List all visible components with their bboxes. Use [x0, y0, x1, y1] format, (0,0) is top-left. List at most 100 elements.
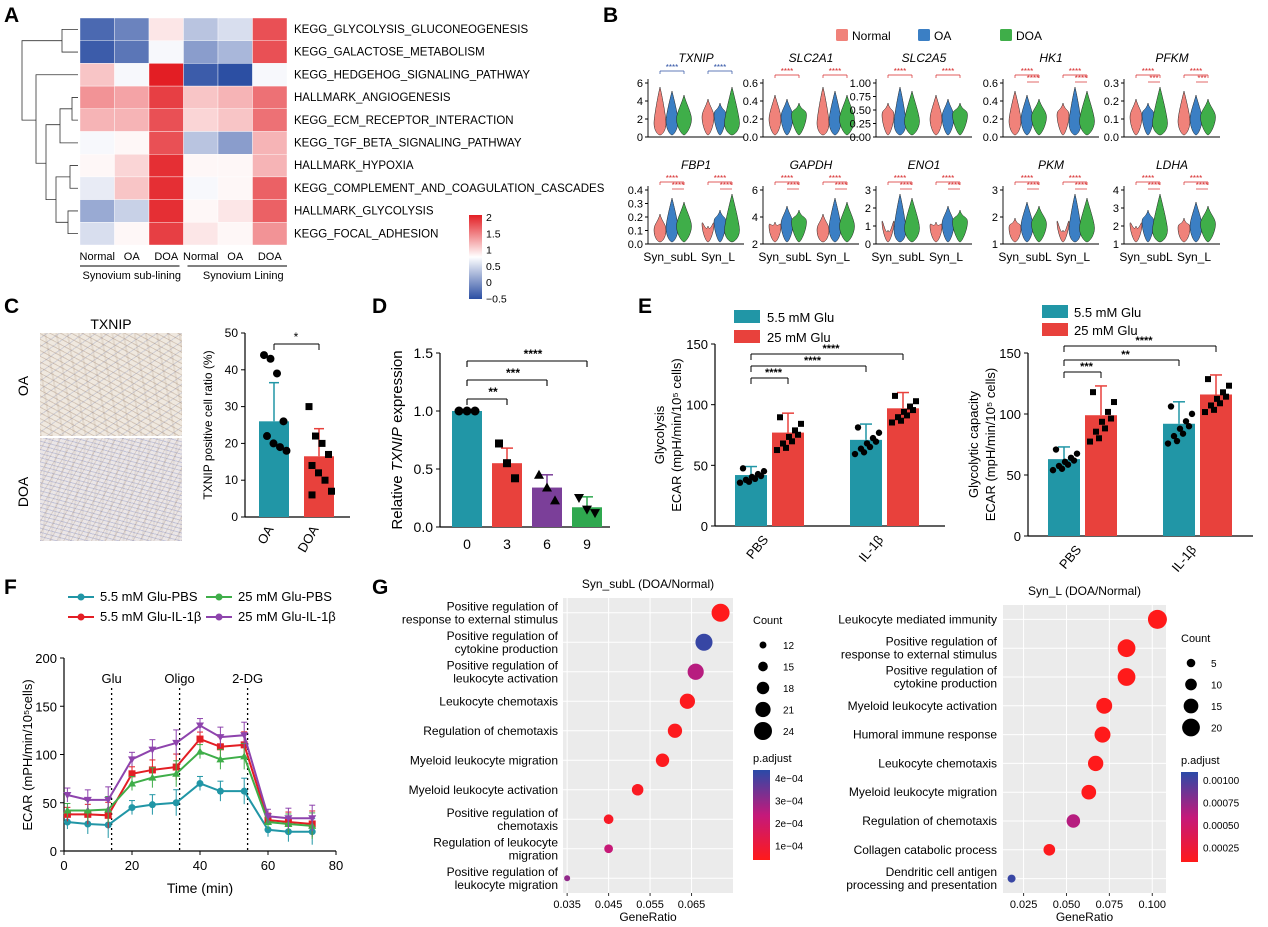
x-tick-label: DOA — [295, 523, 322, 555]
data-point — [1058, 465, 1066, 472]
legend-label: 25 mM Glu-IL-1β — [238, 609, 336, 624]
x-axis-label: GeneRatio — [1056, 910, 1114, 924]
heatmap-cell — [217, 17, 253, 41]
heatmap-row-label: KEGG_GALACTOSE_METABOLISM — [294, 47, 485, 59]
data-point — [1173, 437, 1181, 445]
sig-stars: **** — [672, 181, 684, 190]
dot — [1043, 843, 1056, 856]
heatmap-cell — [148, 222, 184, 246]
legend-swatch — [918, 29, 930, 41]
heatmap-cell — [217, 199, 253, 223]
term-label: Positive regulation of — [447, 599, 559, 613]
data-point — [1111, 399, 1117, 406]
violin-tick-label: 1 — [865, 221, 871, 233]
violin-tick-label: 0.0 — [743, 132, 758, 144]
panel-letter: E — [638, 295, 652, 318]
count-legend-dot — [759, 641, 767, 649]
heatmap-cell — [79, 176, 115, 200]
count-legend-label: 5 — [1211, 659, 1217, 670]
sig-stars: *** — [1197, 74, 1206, 83]
data-point — [172, 799, 180, 807]
dot — [604, 844, 613, 854]
violin-tick-label: 0.4 — [743, 96, 758, 108]
data-point — [1170, 432, 1178, 440]
violin — [791, 209, 807, 243]
x-tick-label: 0.045 — [595, 899, 623, 911]
data-point — [1064, 461, 1072, 468]
data-point — [898, 417, 904, 424]
data-point — [889, 419, 895, 426]
violin — [1068, 86, 1082, 136]
heatmap-cell — [183, 40, 219, 64]
dot — [603, 814, 614, 825]
sig-stars: **** — [781, 174, 793, 183]
violin-x-label: Syn_subL — [1119, 250, 1173, 264]
data-point — [83, 796, 92, 804]
sig-stars: **** — [829, 174, 841, 183]
x-tick-label: 3 — [503, 536, 511, 552]
heatmap-cell — [183, 153, 219, 178]
heatmap-cell — [252, 176, 288, 200]
violin — [893, 193, 907, 243]
gene-title: HK1 — [1039, 51, 1062, 65]
violin-tick-label: 0 — [865, 239, 871, 251]
violin — [904, 197, 920, 243]
sig-stars: **** — [524, 347, 543, 361]
violin — [1008, 217, 1022, 243]
data-point — [266, 354, 275, 363]
term-label: chemotaxis — [497, 819, 558, 833]
x-axis-label: Time (min) — [167, 880, 233, 896]
heatmap-cell — [148, 17, 184, 41]
sig-stars: **** — [1069, 174, 1081, 183]
heatmap-col-label: DOA — [258, 251, 283, 263]
dot — [687, 663, 704, 680]
heatmap-cell — [252, 17, 288, 41]
heatmap-col-label: Normal — [183, 251, 218, 263]
violin-tick-label: 0.0 — [628, 239, 643, 251]
dendrogram-branch — [67, 210, 78, 235]
violin — [1031, 98, 1047, 136]
heatmap-cell — [252, 63, 288, 87]
violin-tick-label: 0.0 — [983, 132, 998, 144]
sig-stars: **** — [1190, 174, 1202, 183]
term-label: Positive regulation of — [886, 635, 998, 649]
term-label: Collagen catabolic process — [854, 843, 997, 857]
gene-title: PKM — [1038, 158, 1064, 172]
sig-stars: **** — [1027, 181, 1039, 190]
dot — [1117, 668, 1136, 686]
sig-stars: **** — [894, 174, 906, 183]
legend-label: DOA — [1016, 29, 1042, 43]
padj-legend-label: 3e−04 — [775, 797, 804, 808]
heatmap-row-label: KEGG_FOCAL_ADHESION — [294, 228, 438, 240]
legend-label: 5.5 mM Glu-IL-1β — [100, 609, 201, 624]
heatmap-row-label: KEGG_COMPLEMENT_AND_COAGULATION_CASCADES — [294, 183, 605, 195]
sig-stars: **** — [1135, 335, 1153, 347]
data-point — [148, 773, 157, 781]
x-tick-label: PBS — [743, 532, 771, 562]
x-tick-label: 0 — [463, 536, 471, 552]
legend-label: 5.5 mM Glu — [767, 310, 834, 325]
data-point — [1090, 389, 1096, 396]
sig-stars: **** — [948, 181, 960, 190]
data-point — [260, 351, 268, 360]
heatmap-row-label: HALLMARK_ANGIOGENESIS — [294, 92, 451, 104]
count-legend-title: Count — [753, 615, 782, 627]
term-label: response to external stimulus — [841, 648, 997, 662]
sig-stars: **** — [666, 63, 678, 72]
data-point — [1096, 435, 1102, 442]
data-point — [1049, 466, 1057, 474]
padj-legend-label: 0.00100 — [1203, 776, 1240, 787]
dot — [667, 723, 683, 738]
violin — [952, 209, 968, 243]
padj-legend-label: 0.00050 — [1203, 821, 1240, 832]
y-tick-label: 0.5 — [414, 461, 434, 477]
violin-tick-label: 0.0 — [1104, 132, 1119, 144]
data-point — [1220, 389, 1226, 396]
legend-swatch — [836, 29, 848, 41]
x-tick-label: 40 — [193, 858, 207, 873]
violin-tick-label: 0.3 — [1104, 78, 1119, 90]
violin — [941, 98, 955, 136]
term-label: Positive regulation of — [447, 658, 559, 672]
violin — [839, 201, 855, 243]
